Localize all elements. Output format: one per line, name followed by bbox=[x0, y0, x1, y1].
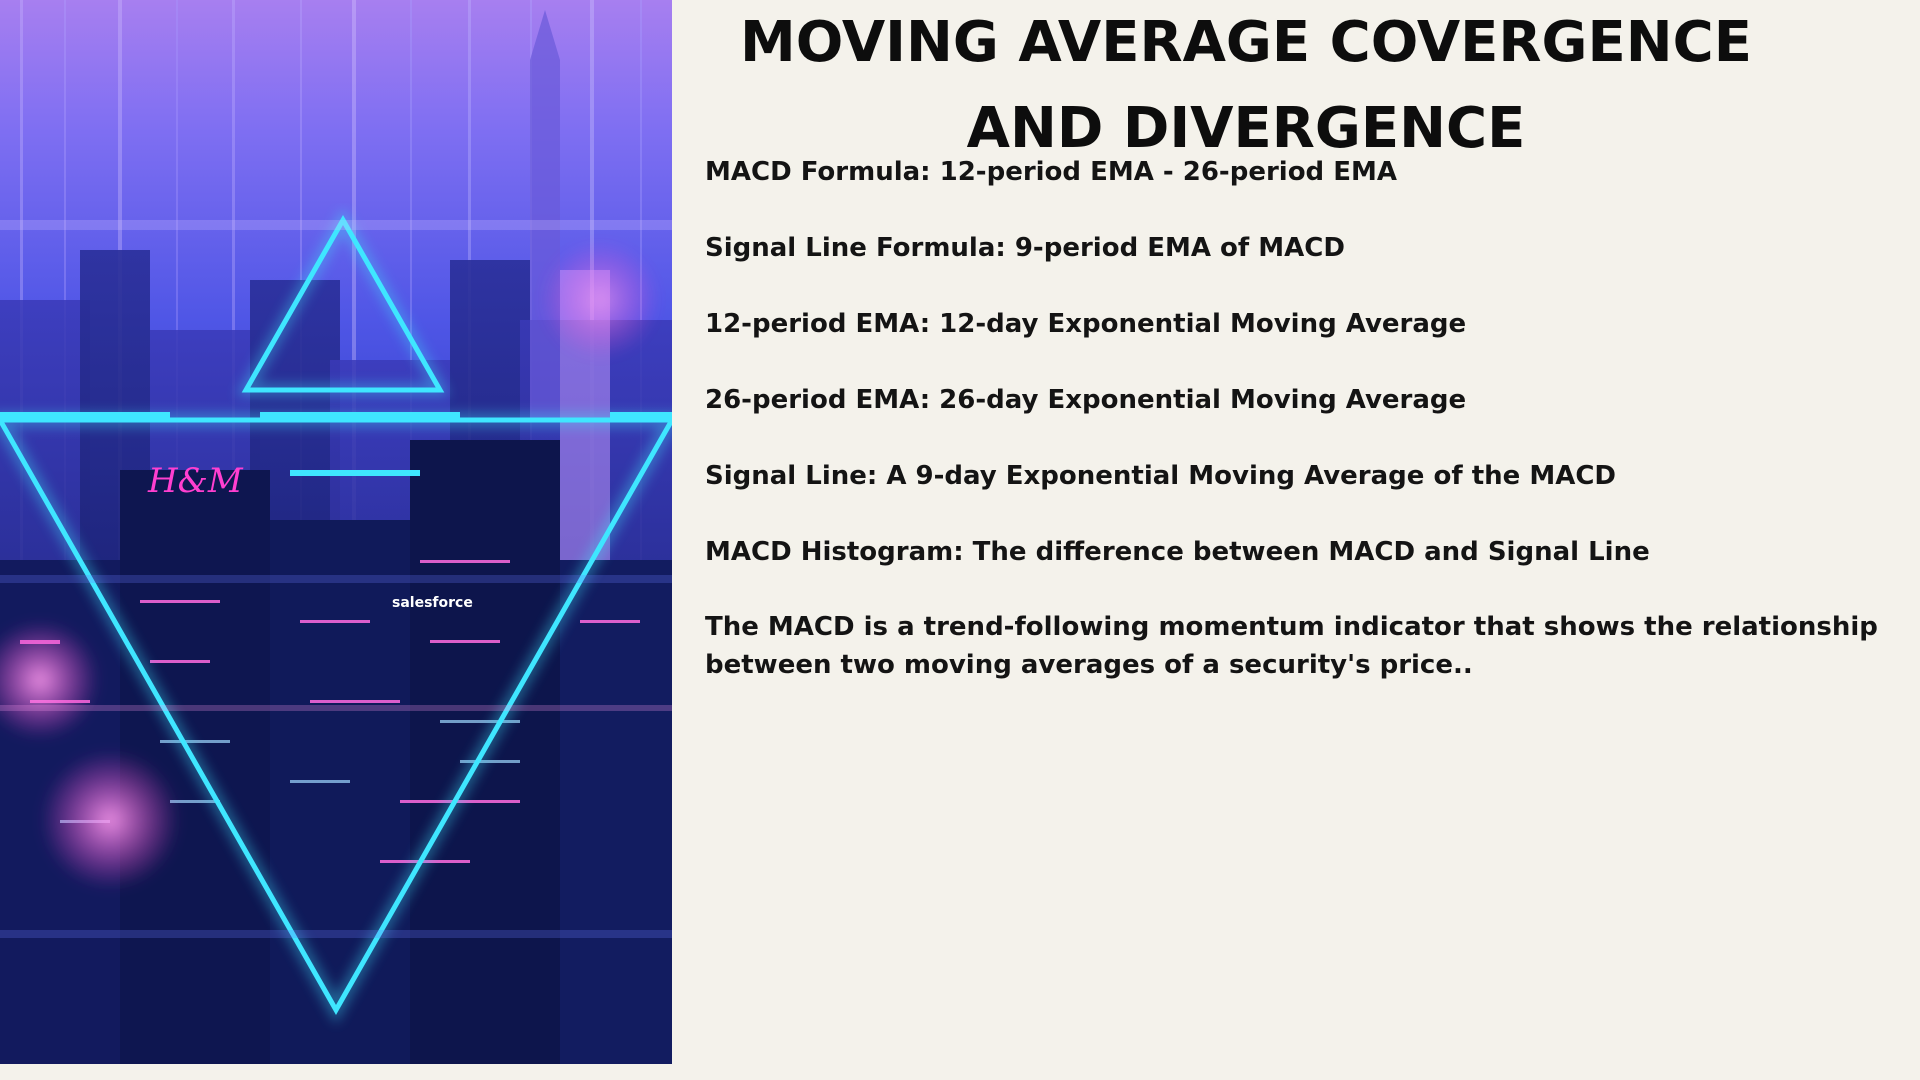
slide-title: MOVING AVERAGE COVERGENCE AND DIVERGENCE bbox=[740, 10, 1752, 161]
pink-glow bbox=[540, 240, 660, 360]
pink-glow bbox=[40, 750, 180, 890]
neon-bars bbox=[0, 412, 672, 476]
foreground-towers bbox=[0, 440, 672, 1064]
neon-triangles bbox=[0, 207, 672, 1025]
pink-glow bbox=[0, 620, 100, 740]
macd-description-paragraph: The MACD is a trend-following momentum i… bbox=[705, 612, 1878, 680]
ema12-definition-line: 12-period EMA: 12-day Exponential Moving… bbox=[705, 309, 1467, 339]
hm-sign: H&M bbox=[147, 461, 244, 501]
macd-formula-line: MACD Formula: 12-period EMA - 26-period … bbox=[705, 157, 1397, 187]
city-neon-image: H&M salesforce bbox=[0, 0, 672, 1064]
glitch-slices bbox=[0, 220, 672, 938]
salesforce-sign: salesforce bbox=[392, 595, 473, 611]
ema26-definition-line: 26-period EMA: 26-day Exponential Moving… bbox=[705, 385, 1467, 415]
content-list: MACD Formula: 12-period EMA - 26-period … bbox=[705, 152, 1905, 684]
city-illustration: H&M salesforce bbox=[0, 0, 672, 1064]
signal-line-definition-line: Signal Line: A 9-day Exponential Moving … bbox=[705, 461, 1616, 491]
histogram-definition-line: MACD Histogram: The difference between M… bbox=[705, 537, 1650, 567]
signal-line-formula-line: Signal Line Formula: 9-period EMA of MAC… bbox=[705, 233, 1345, 263]
